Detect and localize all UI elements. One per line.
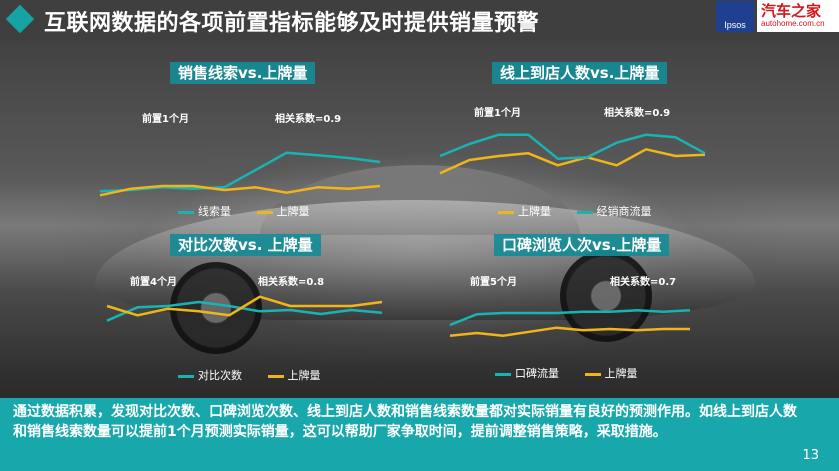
legend-item: 经销商流量 [576,203,652,219]
series-line-0 [106,300,383,322]
chart-4-corr-annotation: 相关系数=0.7 [610,277,677,288]
legend-swatch [178,210,194,214]
chart-1-title: 销售线索vs.上牌量 [170,62,316,84]
page-number: 13 [802,448,819,463]
series-line-1 [99,184,381,197]
legend-item: 上牌量 [584,365,638,381]
series-line-0 [99,151,381,193]
legend-label: 上牌量 [276,205,310,218]
series-line-1 [449,326,690,337]
legend-swatch [267,374,284,378]
chart-1-legend: 线索量 上牌量 [178,203,332,219]
series-line-1 [439,133,706,160]
diamond-icon [5,4,35,34]
legend-swatch [576,210,593,214]
ipsos-logo: Ipsos [716,1,754,32]
legend-swatch [584,372,601,376]
chart-4-plot [449,309,691,337]
legend-label: 线索量 [198,205,231,218]
header-bar: 互联网数据的各项前置指标能够及时提供销量预警 Ipsos 汽车之家 autoho… [0,0,839,40]
legend-label: 上牌量 [518,205,551,218]
chart-2-legend: 上牌量 经销商流量 [498,203,674,219]
footer-summary: 通过数据积累，发现对比次数、口碑浏览次数、线上到店人数和销售线索数量都对实际销量… [13,404,797,440]
chart-3-corr-annotation: 相关系数=0.8 [258,277,325,288]
chart-4-title: 口碑浏览人次vs.上牌量 [494,234,670,256]
car-rear-wheel [560,250,652,342]
chart-1-plot [99,151,381,197]
footer-bar: 通过数据积累，发现对比次数、口碑浏览次数、线上到店人数和销售线索数量都对实际销量… [0,398,839,471]
legend-item: 口碑流量 [495,365,559,381]
legend-swatch [495,372,511,376]
chart-2-lead-annotation: 前置1个月 [474,108,521,119]
legend-item: 上牌量 [256,203,310,219]
series-line-0 [439,148,706,175]
legend-item: 线索量 [178,203,231,219]
autohome-logo-en: autohome.com.cn [761,19,825,28]
legend-label: 对比次数 [198,369,242,382]
legend-item: 上牌量 [267,367,321,383]
chart-3-plot [106,295,383,322]
legend-label: 上牌量 [604,367,638,380]
legend-item: 上牌量 [498,203,551,219]
legend-label: 上牌量 [287,369,321,382]
chart-3-legend: 对比次数 上牌量 [178,367,343,383]
series-line-0 [449,309,691,327]
ipsos-logo-text: Ipsos [724,20,746,30]
autohome-logo-cn: 汽车之家 [761,2,822,20]
page-title: 互联网数据的各项前置指标能够及时提供销量预警 [44,11,540,36]
legend-swatch [256,210,273,214]
autohome-logo: 汽车之家 autohome.com.cn [757,0,839,32]
legend-swatch [178,374,194,378]
legend-item: 对比次数 [178,367,242,383]
chart-3-title: 对比次数vs. 上牌量 [170,234,321,256]
legend-label: 经销商流量 [596,205,652,218]
chart-3-lead-annotation: 前置4个月 [130,277,177,288]
chart-1-lead-annotation: 前置1个月 [142,114,189,125]
legend-swatch [498,210,514,214]
chart-2-corr-annotation: 相关系数=0.9 [604,108,671,119]
series-line-1 [106,295,383,317]
chart-2-plot [439,133,706,175]
chart-1-corr-annotation: 相关系数=0.9 [275,114,342,125]
legend-label: 口碑流量 [515,367,559,380]
chart-4-lead-annotation: 前置5个月 [470,277,517,288]
chart-2-title: 线上到店人数vs.上牌量 [492,62,668,84]
chart-4-legend: 口碑流量 上牌量 [495,365,660,381]
